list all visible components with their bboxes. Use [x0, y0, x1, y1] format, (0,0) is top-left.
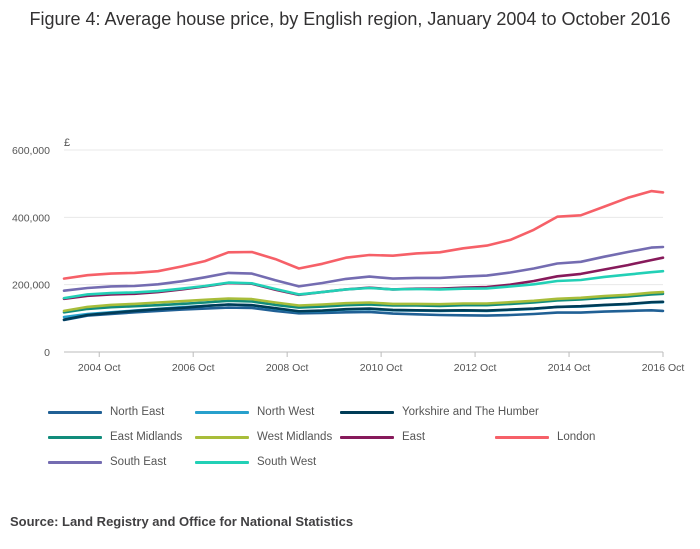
legend-item[interactable]: North West	[195, 404, 314, 420]
legend-item[interactable]: West Midlands	[195, 429, 332, 445]
legend-label: Yorkshire and The Humber	[402, 406, 539, 418]
series-lines	[62, 189, 665, 322]
x-tick-label: 2014 Oct	[548, 362, 591, 374]
y-tick-label: 0	[44, 347, 50, 359]
legend-item[interactable]: North East	[48, 404, 164, 420]
legend-item[interactable]: East	[340, 429, 425, 445]
y-tick-label: 200,000	[12, 280, 50, 292]
legend-label: London	[557, 431, 596, 443]
legend-item[interactable]: South West	[195, 454, 316, 470]
x-tick-label: 2012 Oct	[454, 362, 497, 374]
y-axis: 0 200,000 400,000 600,000	[12, 145, 50, 359]
x-axis: 2004 Oct 2006 Oct 2008 Oct 2010 Oct 2012 Oct…	[78, 352, 684, 374]
legend-swatch	[495, 435, 549, 439]
legend-swatch	[195, 410, 249, 414]
x-tick-label: 2016 Oct	[642, 362, 685, 374]
x-tick-label: 2004 Oct	[78, 362, 121, 374]
gridlines	[64, 149, 663, 353]
y-axis-unit-label: £	[64, 137, 70, 149]
x-tick-label: 2006 Oct	[172, 362, 215, 374]
series-line-east-midlands	[62, 292, 665, 314]
series-line-yorkshire-and-the-humber	[62, 300, 665, 321]
legend-swatch	[48, 410, 102, 414]
legend-swatch	[48, 460, 102, 464]
source-note: Source: Land Registry and Office for Nat…	[10, 514, 354, 529]
series-line-south-west	[62, 269, 665, 300]
y-tick-label: 400,000	[12, 212, 50, 224]
legend-swatch	[48, 435, 102, 439]
legend-item[interactable]: East Midlands	[48, 429, 182, 445]
series-line-west-midlands	[62, 290, 665, 313]
legend-label: East	[402, 431, 426, 443]
legend-item[interactable]: London	[495, 429, 595, 445]
legend-label: North East	[110, 406, 165, 418]
legend-swatch	[195, 435, 249, 439]
y-tick-label: 600,000	[12, 145, 50, 157]
chart-title: Figure 4: Average house price, by Englis…	[29, 9, 671, 29]
legend-label: South West	[257, 456, 317, 468]
legend-swatch	[340, 435, 394, 439]
legend-label: North West	[257, 406, 315, 418]
x-tick-label: 2010 Oct	[360, 362, 403, 374]
legend-swatch	[195, 460, 249, 464]
legend-swatch	[340, 410, 394, 414]
series-line-north-east	[62, 306, 665, 322]
series-line-south-east	[62, 245, 665, 292]
legend-item[interactable]: Yorkshire and The Humber	[340, 404, 539, 420]
series-line-london	[62, 189, 665, 280]
legend-item[interactable]: South East	[48, 454, 166, 470]
x-tick-label: 2008 Oct	[266, 362, 309, 374]
legend-label: South East	[110, 456, 167, 468]
legend-label: West Midlands	[257, 431, 333, 443]
legend-label: East Midlands	[110, 431, 183, 443]
